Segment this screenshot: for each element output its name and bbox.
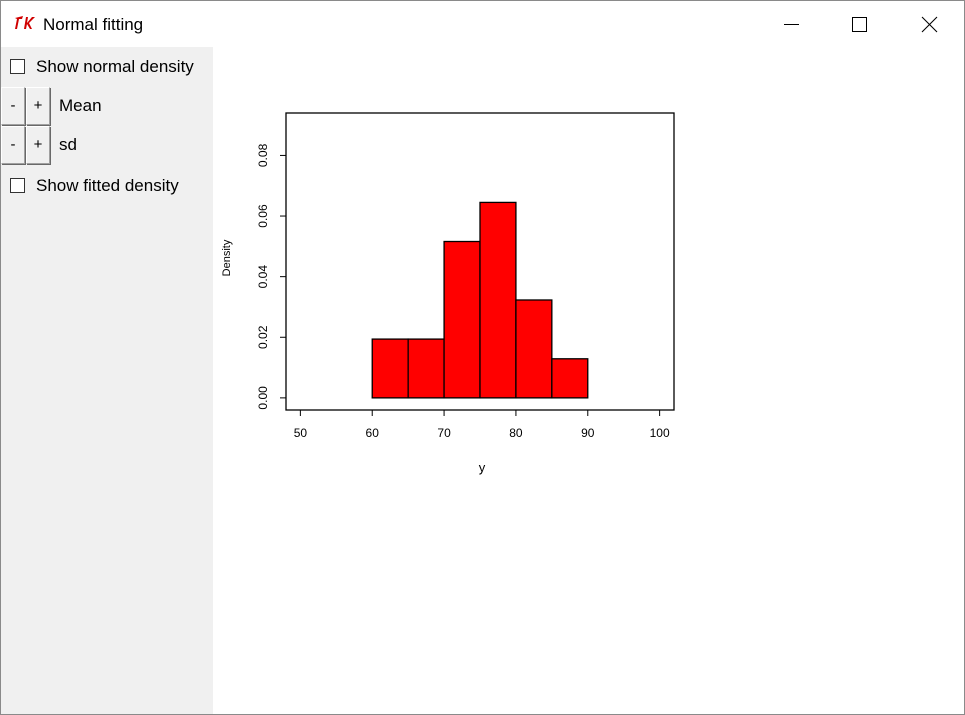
x-tick-label: 50 [294,426,308,440]
mean-decrease-button[interactable]: - [1,87,25,125]
sd-stepper: - + sd [1,126,213,166]
histogram-bar-6 [551,358,589,399]
title-bar[interactable]: Normal fitting [1,1,964,47]
mean-increase-button[interactable]: + [26,87,50,125]
sd-label: sd [59,135,77,154]
sd-decrease-button[interactable]: - [1,126,25,164]
y-tick-label: 0.02 [256,325,270,349]
control-panel: Show normal density - + Mean - + sd Show… [1,47,213,714]
show-fitted-density-label[interactable]: Show fitted density [36,176,179,195]
show-fitted-density-box[interactable] [10,178,25,193]
y-tick-label: 0.04 [256,265,270,289]
sd-increase-button[interactable]: + [26,126,50,164]
maximize-button[interactable] [837,1,883,47]
minimize-icon [784,24,799,25]
histogram-bar-4 [479,201,517,399]
histogram-bar-1 [371,338,409,399]
histogram-bar-5 [515,299,553,399]
close-icon [921,16,938,33]
mean-stepper: - + Mean [1,87,213,127]
show-normal-density-box[interactable] [10,59,25,74]
x-axis: 50 60 70 80 90 100 [294,410,670,440]
y-tick-label: 0.08 [256,143,270,167]
y-tick-label: 0.00 [256,386,270,410]
histogram-bars [371,201,589,399]
histogram-bar-2 [407,338,445,399]
show-normal-density-label[interactable]: Show normal density [36,57,194,76]
close-button[interactable] [906,1,952,47]
x-tick-label: 100 [650,426,670,440]
y-axis-label: Density [221,239,233,276]
mean-label: Mean [59,96,102,115]
minimize-button[interactable] [768,1,814,47]
x-tick-label: 80 [509,426,523,440]
plot-frame [285,112,675,411]
x-tick-label: 60 [366,426,380,440]
histogram-bar-3 [443,240,481,399]
show-normal-density-checkbox[interactable]: Show normal density [1,56,213,80]
histogram-plot: 50 60 70 80 90 100 0.00 0.02 0.04 0.06 0.08 y Den… [221,112,675,475]
x-tick-label: 70 [437,426,451,440]
window-title: Normal fitting [43,15,144,34]
tk-feather-icon [15,16,35,29]
y-axis: 0.00 0.02 0.04 0.06 0.08 [256,143,286,410]
x-axis-label: y [479,460,486,475]
maximize-icon [852,17,867,32]
show-fitted-density-checkbox[interactable]: Show fitted density [1,175,213,199]
y-tick-label: 0.06 [256,204,270,228]
x-tick-label: 90 [581,426,595,440]
